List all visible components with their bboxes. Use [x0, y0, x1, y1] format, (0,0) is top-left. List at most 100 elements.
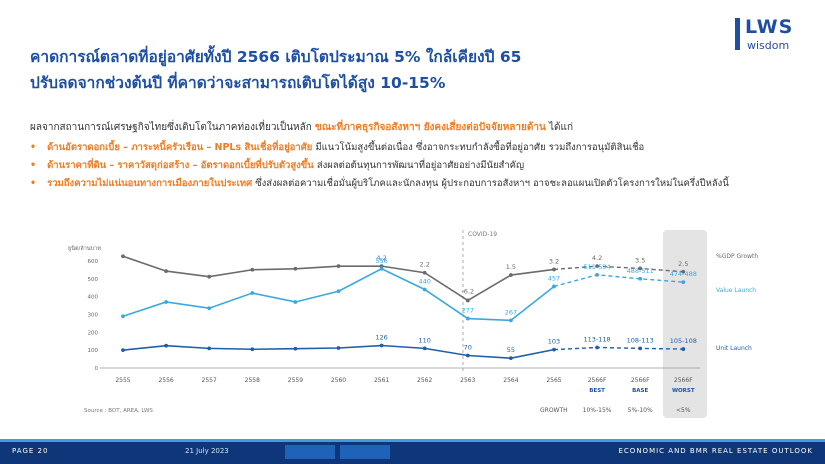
data-point	[379, 343, 384, 348]
data-point	[509, 356, 513, 361]
data-label: 110	[418, 336, 430, 344]
x-tick-label: 2556	[158, 377, 173, 384]
data-point	[509, 318, 513, 323]
intro-paragraph: ผลจากสถานการณ์เศรษฐกิจไทยซึ่งเติบโตในภาค…	[30, 120, 573, 135]
data-label: 70	[464, 344, 472, 352]
data-point	[595, 345, 599, 350]
data-point	[552, 284, 556, 289]
bullet-item: • ด้านอัตราดอกเบี้ย – ภาระหนี้ครัวเรือน …	[30, 140, 644, 155]
x-tick-label: 2566F	[674, 377, 693, 384]
data-label: 3.5	[635, 256, 645, 264]
y-tick-label: 300	[88, 312, 99, 318]
growth-value: 5%-10%	[628, 407, 653, 414]
data-point	[379, 264, 384, 269]
y-tick-label: 100	[88, 348, 99, 354]
data-point	[509, 273, 513, 277]
data-label: 277	[462, 307, 474, 315]
data-label: 103	[548, 338, 560, 346]
intro-text: ผลจากสถานการณ์เศรษฐกิจไทยซึ่งเติบโตในภาค…	[30, 122, 312, 133]
data-label: 474-488	[670, 270, 697, 278]
legend-entry: %GDP Growth	[716, 253, 758, 260]
data-label: 108-113	[627, 336, 654, 344]
data-point	[638, 276, 643, 281]
data-point	[121, 314, 125, 319]
legend-entry: Unit Launch	[716, 345, 752, 352]
data-point	[681, 269, 686, 274]
x-tick-label: 2557	[202, 377, 217, 384]
brand-logo: LWS wisdom	[735, 16, 815, 58]
data-label: 440	[418, 277, 430, 285]
x-tick-label: 2564	[503, 377, 518, 384]
bullet-text: ส่งผลต่อต้นทุนการพัฒนาที่อยู่อาศัยอย่างม…	[316, 160, 525, 171]
worst-case-band	[663, 230, 707, 418]
data-point	[638, 266, 643, 271]
data-label: 4.2	[592, 254, 602, 262]
covid-label: COVID-19	[468, 231, 497, 238]
intro-tail: ได้แก่	[549, 122, 574, 133]
data-point	[465, 353, 470, 358]
x-tick-label: 2559	[288, 377, 303, 384]
data-point	[422, 346, 427, 351]
y-axis-label: ยูนิต/ล้านบาท	[68, 245, 101, 252]
data-label: 511-534	[584, 263, 611, 271]
data-point	[422, 287, 427, 292]
data-point	[595, 264, 599, 269]
data-point	[207, 346, 212, 351]
growth-label: GROWTH	[540, 407, 568, 414]
y-tick-label: 0	[95, 366, 99, 372]
x-tick-label: 2561	[374, 377, 389, 384]
data-point	[681, 280, 686, 285]
x-tick-label: 2566F	[588, 377, 607, 384]
page-title-line2: ปรับลดจากช่วงต้นปี ที่คาดว่าจะสามารถเติบ…	[30, 74, 446, 92]
data-point	[552, 347, 556, 352]
legend-entry: Value Launch	[716, 287, 756, 294]
data-point	[121, 254, 125, 259]
data-label: 457	[548, 274, 560, 282]
launch-chart: COVID-19 ยูนิต/ล้านบาท 0 100 200 300 400 500 6…	[68, 230, 758, 418]
data-point	[595, 272, 599, 277]
data-point	[250, 291, 255, 295]
footer-band	[285, 445, 335, 459]
scenario-label: BEST	[589, 388, 605, 394]
page-title-line1: คาดการณ์ตลาดที่อยู่อาศัยทั้งปี 2566 เติบ…	[30, 48, 522, 66]
data-point	[207, 306, 212, 311]
y-tick-label: 500	[88, 277, 99, 283]
data-label: -6.2	[461, 287, 474, 295]
data-point	[379, 266, 384, 271]
bullet-highlight: ด้านอัตราดอกเบี้ย – ภาระหนี้ครัวเรือน – …	[47, 142, 313, 153]
series-line-forecast	[553, 274, 684, 288]
data-point	[336, 264, 341, 269]
scenario-label: WORST	[672, 388, 695, 394]
data-point	[552, 267, 556, 272]
x-tick-label: 2563	[460, 377, 475, 384]
data-label: 556	[375, 257, 387, 265]
y-tick-label: 200	[88, 330, 99, 336]
x-tick-label: 2565	[546, 377, 561, 384]
source-note: Source : BOT, AREA, LWS	[84, 408, 153, 414]
x-tick-label: 2558	[245, 377, 260, 384]
data-label: 2.5	[678, 260, 688, 268]
footer-accent	[0, 439, 825, 442]
data-point	[465, 316, 470, 321]
bullet-text: ซึ่งส่งผลต่อความเชื่อมั่นผู้บริโภคและนัก…	[255, 178, 729, 189]
series-line-actual	[122, 255, 555, 302]
data-point	[465, 298, 470, 303]
series-line-forecast	[553, 346, 684, 351]
data-point	[336, 289, 341, 294]
bullet-item: • รวมถึงความไม่แน่นอนทางการเมืองภายในประ…	[30, 176, 729, 191]
footer-band	[340, 445, 390, 459]
series-line-forecast	[553, 265, 684, 273]
data-point	[164, 343, 169, 348]
data-label: 267	[505, 308, 517, 316]
intro-highlight: ขณะที่ภาคธุรกิจอสังหาฯ ยังคงเสี่ยงต่อปัจ…	[315, 122, 546, 133]
logo-name: LWS	[745, 16, 794, 38]
data-point	[164, 269, 169, 273]
x-tick-label: 2566F	[631, 377, 650, 384]
data-point	[164, 300, 169, 304]
scenario-label: BASE	[632, 388, 648, 394]
data-label: 4.2	[376, 254, 386, 262]
page-number: PAGE 20	[12, 447, 49, 455]
data-point	[638, 346, 643, 351]
data-point	[250, 347, 255, 352]
logo-tagline: wisdom	[747, 39, 790, 52]
